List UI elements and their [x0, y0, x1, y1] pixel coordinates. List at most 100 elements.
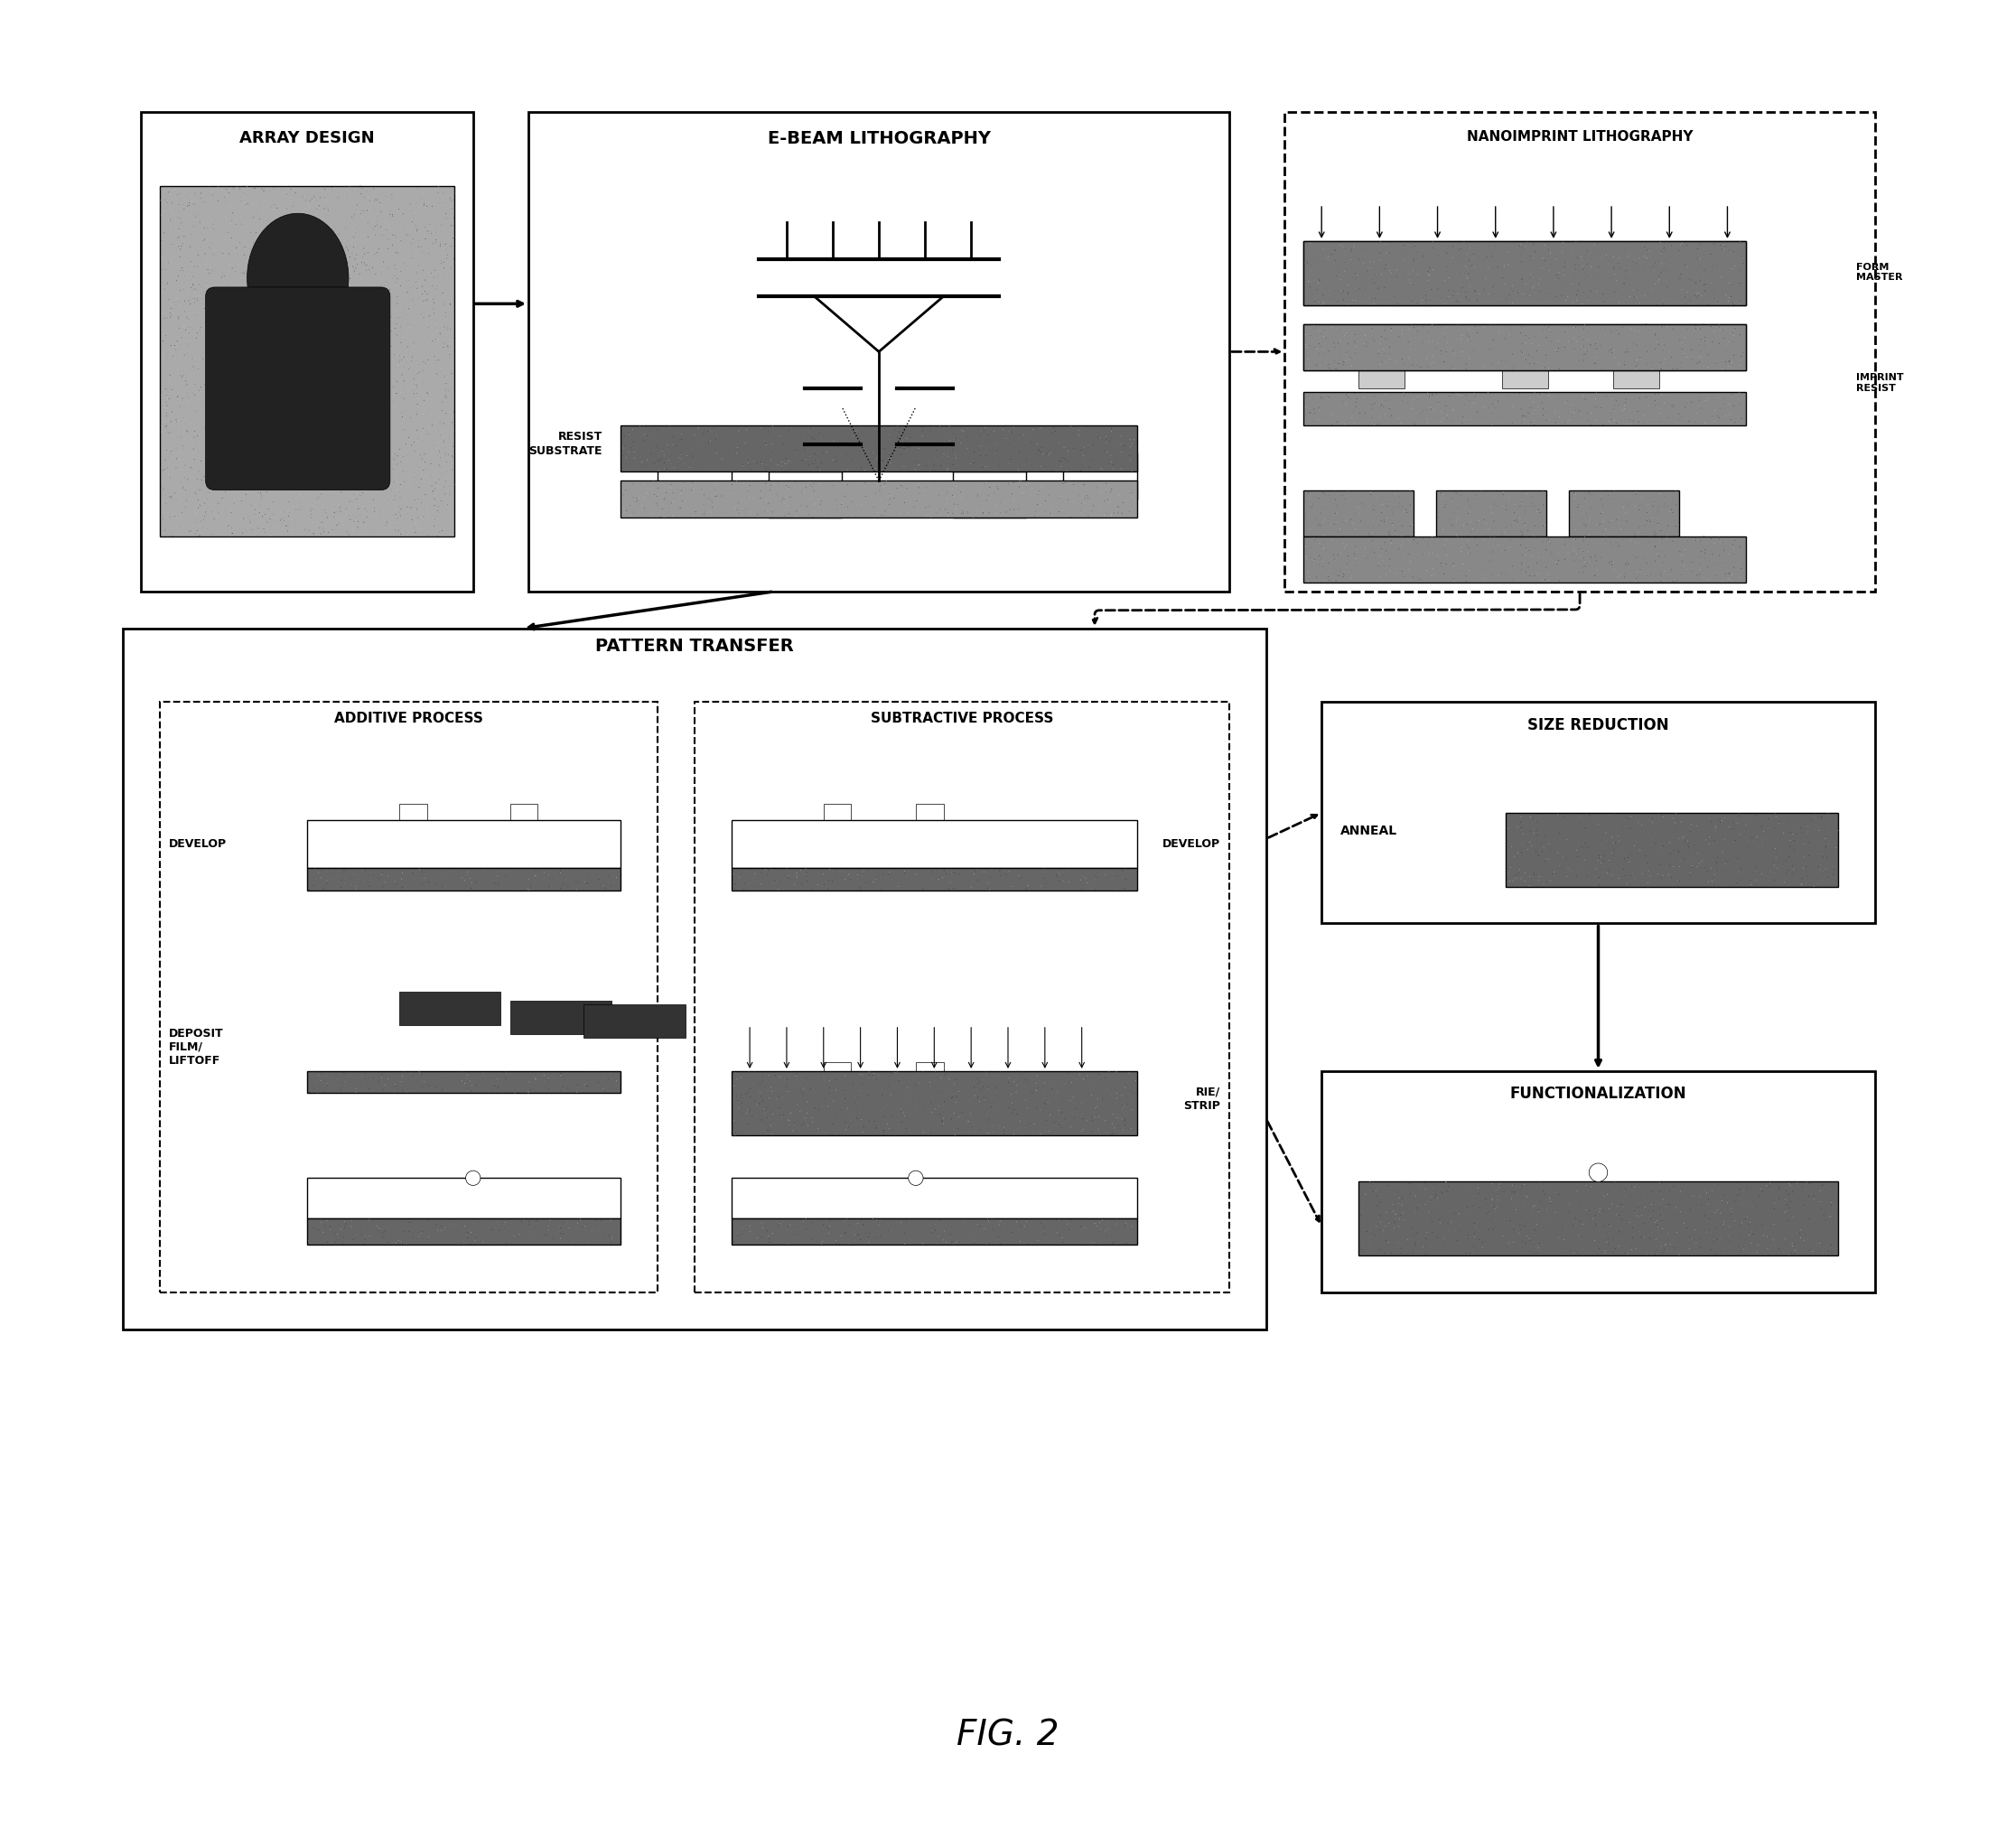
Point	[883, 488, 915, 517]
Point	[1429, 534, 1462, 563]
Point	[1300, 395, 1333, 425]
Point	[1546, 1237, 1579, 1267]
Point	[1548, 406, 1581, 436]
Point	[907, 1056, 939, 1086]
Point	[175, 187, 208, 216]
Point	[153, 417, 185, 447]
Point	[1345, 1210, 1377, 1239]
Point	[157, 342, 190, 371]
Point	[389, 1075, 421, 1105]
Point	[1296, 489, 1329, 519]
Point	[298, 299, 331, 329]
Point	[716, 436, 748, 465]
Point	[314, 253, 347, 283]
Point	[1381, 379, 1413, 408]
Point	[226, 462, 258, 491]
Point	[1518, 1221, 1550, 1250]
Point	[1685, 833, 1718, 863]
Point	[419, 406, 452, 436]
Point	[1665, 539, 1697, 569]
Point	[1397, 1213, 1429, 1243]
Point	[1643, 260, 1675, 290]
Point	[1415, 1182, 1447, 1212]
Bar	[1302, 489, 1413, 536]
Point	[1510, 406, 1542, 436]
Point	[1633, 1223, 1665, 1252]
Point	[143, 175, 175, 205]
Point	[1365, 1201, 1397, 1230]
Point	[302, 174, 335, 203]
Point	[619, 438, 651, 467]
Point	[238, 351, 270, 380]
Point	[1101, 861, 1133, 890]
Point	[821, 484, 853, 513]
Point	[286, 438, 319, 467]
Point	[1574, 800, 1607, 829]
Point	[1748, 809, 1780, 839]
Point	[1566, 1236, 1599, 1265]
Point	[925, 1221, 958, 1250]
Point	[208, 371, 240, 401]
Point	[1647, 1184, 1679, 1213]
Point	[780, 436, 812, 465]
Point	[1695, 866, 1728, 896]
Point	[185, 272, 218, 301]
Point	[1038, 414, 1070, 443]
Point	[1316, 286, 1349, 316]
Point	[1679, 523, 1712, 552]
Point	[1804, 1193, 1837, 1223]
Point	[343, 458, 375, 488]
Point	[286, 236, 319, 266]
Point	[1689, 853, 1722, 883]
Point	[1363, 338, 1395, 368]
Point	[853, 1219, 885, 1249]
Point	[1437, 340, 1470, 369]
Point	[351, 177, 383, 207]
Point	[1595, 334, 1627, 364]
Point	[1804, 1228, 1837, 1258]
Point	[1482, 560, 1514, 589]
Point	[325, 242, 357, 272]
Point	[1514, 246, 1546, 275]
Point	[192, 268, 224, 297]
Point	[1579, 1201, 1611, 1230]
Point	[1675, 851, 1708, 881]
Point	[167, 207, 200, 236]
Point	[1341, 384, 1373, 414]
Point	[615, 434, 647, 464]
Point	[990, 423, 1022, 453]
Point	[1397, 397, 1429, 427]
Point	[327, 401, 359, 430]
Point	[780, 495, 812, 525]
Point	[363, 864, 395, 894]
Point	[1504, 379, 1536, 408]
Point	[163, 314, 196, 344]
Point	[1722, 842, 1754, 872]
Point	[1806, 840, 1839, 870]
Point	[1052, 1215, 1085, 1245]
Point	[349, 1225, 381, 1254]
Point	[435, 211, 468, 240]
Point	[821, 1228, 853, 1258]
Point	[308, 863, 341, 892]
Point	[754, 1095, 786, 1125]
Point	[1504, 240, 1536, 270]
Point	[1026, 489, 1058, 519]
Point	[294, 502, 327, 532]
Point	[224, 384, 256, 414]
Point	[1724, 842, 1756, 872]
Point	[696, 416, 728, 445]
Point	[1077, 870, 1109, 899]
Point	[389, 1223, 421, 1252]
Point	[1024, 1105, 1056, 1134]
Point	[349, 417, 381, 447]
Point	[1645, 478, 1677, 508]
Point	[937, 425, 970, 454]
Point	[1441, 279, 1474, 308]
Point	[321, 369, 353, 399]
Point	[204, 355, 236, 384]
Point	[1818, 818, 1851, 848]
Point	[333, 377, 365, 406]
Point	[657, 501, 689, 530]
Point	[423, 436, 456, 465]
